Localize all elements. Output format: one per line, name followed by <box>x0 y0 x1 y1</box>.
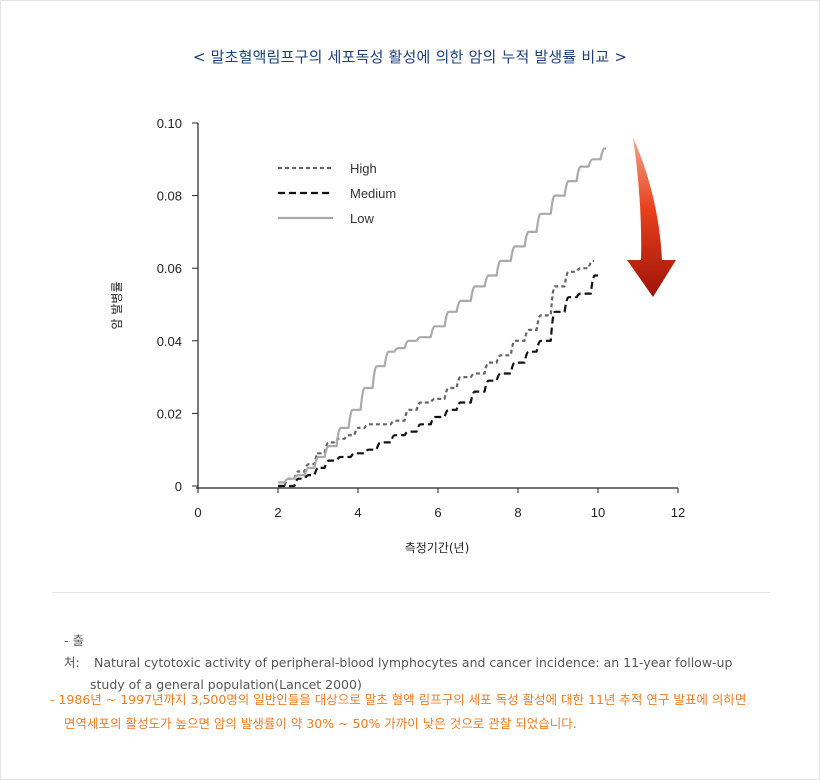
x-tick-label: 6 <box>434 505 441 520</box>
x-tick-label: 2 <box>274 505 281 520</box>
y-tick-label: 0.06 <box>157 261 182 276</box>
source-label: - 출처: <box>64 633 84 670</box>
cumulative-incidence-chart: 0 2 4 6 8 10 12 0 0.02 0.04 0.06 0.08 0.10 측정기간(년) 암 발… <box>110 116 685 555</box>
series-line-high <box>278 259 594 488</box>
source-citation: - 출처: Natural cytotoxic activity of peri… <box>64 630 784 696</box>
study-note: - 1986년 ~ 1997년까지 3,500명의 일반인들을 대상으로 말초 … <box>50 688 790 736</box>
note-line-2: 면역세포의 활성도가 높으면 암의 발생률이 약 30% ~ 50% 가까이 낮… <box>64 716 577 731</box>
y-axis-title: 암 발병률 <box>110 282 124 330</box>
legend-label-low: Low <box>350 211 374 226</box>
y-tick-label: 0.08 <box>157 189 182 204</box>
x-tick-label: 12 <box>671 505 685 520</box>
x-axis-title: 측정기간(년) <box>405 541 470 555</box>
x-tick-label: 4 <box>354 505 361 520</box>
down-arrow-icon <box>627 138 676 297</box>
legend-label-high: High <box>350 161 377 176</box>
note-line-1: - 1986년 ~ 1997년까지 3,500명의 일반인들을 대상으로 말초 … <box>50 692 747 707</box>
y-tick-label: 0.10 <box>157 116 182 131</box>
source-line-2: study of a general population(Lancet 200… <box>90 677 362 692</box>
x-tick-label: 8 <box>514 505 521 520</box>
y-tick-label: 0.02 <box>157 406 182 421</box>
x-tick-label: 10 <box>591 505 605 520</box>
series-layer <box>278 147 606 488</box>
x-tick-label: 0 <box>194 505 201 520</box>
y-tick-label: 0 <box>175 479 182 494</box>
chart-title: < 말초혈액림프구의 세포독성 활성에 의한 암의 누적 발생률 비교 > <box>192 48 628 66</box>
series-line-low <box>278 147 606 484</box>
series-line-medium <box>278 274 598 488</box>
divider <box>52 592 770 593</box>
chart-legend: High Medium Low <box>278 161 396 226</box>
chart-axes: 0 2 4 6 8 10 12 0 0.02 0.04 0.06 0.08 0.10 측정기간(년) 암 발… <box>110 116 685 555</box>
source-line-1: Natural cytotoxic activity of peripheral… <box>93 655 733 670</box>
legend-label-medium: Medium <box>350 186 396 201</box>
y-tick-label: 0.04 <box>157 334 182 349</box>
